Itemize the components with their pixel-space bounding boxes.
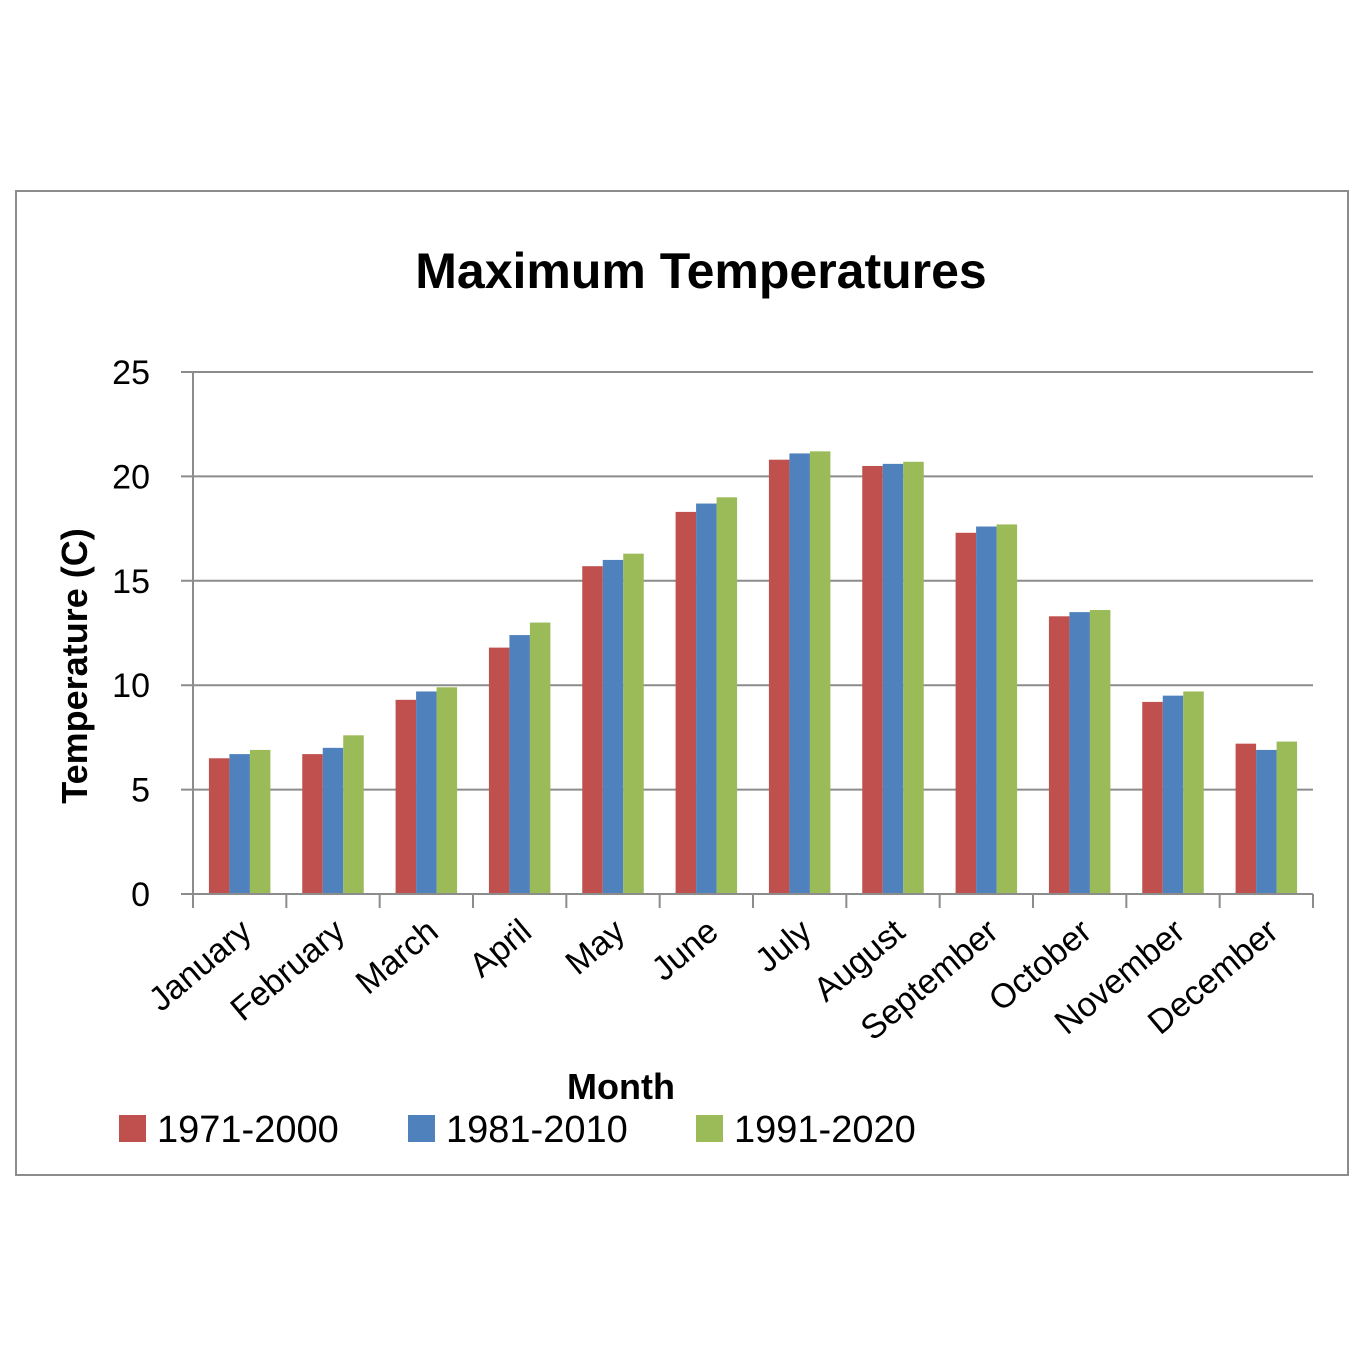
legend-swatch [696,1115,723,1142]
bar-august-1981-2010 [882,463,904,894]
bar-july-1991-2020 [809,451,831,894]
bar-may-1981-2010 [602,559,624,894]
bar-january-1991-2020 [249,749,271,894]
bar-october-1971-2000 [1048,616,1070,894]
bar-july-1971-2000 [768,459,790,894]
bar-february-1991-2020 [343,735,364,894]
bar-april-1971-2000 [488,647,510,894]
y-tick-label: 25 [112,354,150,392]
bar-january-1971-2000 [208,758,230,894]
legend-swatch [408,1115,435,1142]
y-tick-label: 10 [112,667,150,705]
bar-march-1971-2000 [395,699,417,894]
legend-label: 1981-2010 [446,1109,628,1151]
bar-november-1991-2020 [1183,691,1204,894]
bar-may-1971-2000 [582,566,603,894]
bar-december-1981-2010 [1256,749,1277,894]
bar-may-1991-2020 [623,553,644,894]
bar-march-1991-2020 [436,687,458,894]
chart-title: Maximum Temperatures [415,243,986,299]
bar-september-1991-2020 [996,524,1018,894]
bar-november-1971-2000 [1142,701,1163,894]
y-tick-label: 5 [131,772,150,810]
legend-label: 1971-2000 [157,1109,339,1151]
bar-august-1971-2000 [862,465,883,894]
bar-october-1981-2010 [1069,612,1090,894]
bar-august-1991-2020 [903,461,924,894]
bar-june-1981-2010 [696,503,717,894]
bar-april-1981-2010 [509,635,530,894]
bar-december-1971-2000 [1235,743,1257,894]
x-axis-title: Month [567,1066,675,1107]
bars [208,451,1298,894]
legend: 1971-2000 1981-2010 1991-2020 [119,1109,916,1151]
y-axis-title: Temperature (C) [54,528,95,803]
bar-february-1981-2010 [322,747,344,894]
gridlines [181,371,1313,791]
legend-swatch [119,1115,146,1142]
bar-march-1981-2010 [416,691,437,894]
y-tick-label: 0 [131,876,150,914]
bar-july-1981-2010 [789,453,810,894]
x-axis [181,372,1314,908]
y-axis-tick-labels: 0 5 10 15 20 25 [112,354,150,914]
bar-june-1971-2000 [675,511,697,894]
bar-october-1991-2020 [1089,610,1111,894]
bar-february-1971-2000 [302,754,323,894]
bar-june-1991-2020 [716,497,738,894]
bar-december-1991-2020 [1276,741,1298,894]
bar-november-1981-2010 [1162,695,1184,894]
y-tick-label: 20 [112,458,150,496]
bar-september-1981-2010 [976,526,997,894]
bar-january-1981-2010 [229,754,250,894]
bar-september-1971-2000 [955,532,977,894]
legend-label: 1991-2020 [734,1109,916,1151]
y-tick-label: 15 [112,563,150,601]
bar-april-1991-2020 [529,622,551,894]
